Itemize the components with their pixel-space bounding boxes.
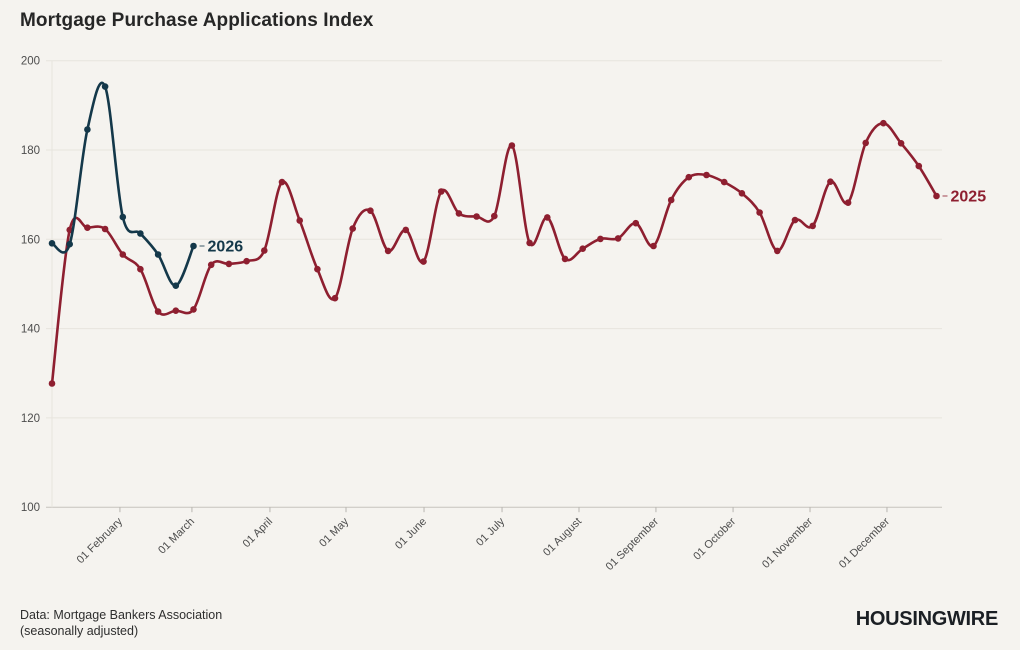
data-point-2025	[314, 265, 321, 273]
data-point-2025	[862, 139, 869, 147]
x-tick-label: 01 February	[75, 515, 126, 566]
data-point-2025	[844, 199, 852, 206]
data-point-2025	[261, 247, 268, 254]
data-point-2025	[632, 219, 640, 227]
series-line-2025	[50, 121, 938, 385]
data-point-2025	[101, 225, 109, 233]
x-tick-label: 01 April	[241, 516, 275, 550]
x-tick-label: 01 October	[691, 515, 738, 562]
data-point-2025	[685, 173, 693, 181]
data-point-2026	[101, 83, 109, 90]
data-point-2025	[756, 209, 763, 216]
data-point-2025	[897, 140, 905, 147]
data-point-2025	[703, 171, 710, 179]
data-point-2025	[296, 217, 304, 224]
data-point-2025	[880, 119, 887, 127]
data-point-2025	[597, 235, 604, 243]
y-tick-label: 100	[21, 502, 40, 514]
data-point-2025	[190, 306, 197, 313]
data-point-2025	[614, 235, 622, 242]
data-point-2025	[349, 225, 357, 232]
series-line-2026	[50, 81, 195, 287]
data-point-2025	[774, 247, 781, 255]
data-point-2025	[544, 214, 551, 221]
data-point-2026	[172, 282, 180, 290]
data-point-2025	[561, 255, 569, 263]
data-point-2025	[154, 308, 162, 315]
data-point-2025	[172, 307, 180, 315]
data-point-2026	[137, 230, 144, 237]
data-point-2025	[225, 260, 233, 268]
data-point-2026	[154, 251, 162, 258]
footer-source-line2: (seasonally adjusted)	[20, 624, 139, 638]
data-point-2025	[402, 226, 410, 234]
data-point-2026	[119, 213, 127, 221]
data-point-2025	[455, 210, 463, 217]
x-tick-label: 01 November	[760, 515, 815, 570]
x-tick-label: 01 August	[541, 516, 584, 559]
data-point-2025	[48, 380, 56, 387]
data-point-2026	[190, 242, 197, 250]
data-point-2025	[667, 196, 675, 204]
data-point-2025	[384, 247, 392, 255]
y-tick-label: 120	[21, 413, 40, 425]
data-point-2025	[84, 224, 91, 231]
data-point-2025	[933, 192, 940, 200]
x-tick-label: 01 June	[393, 516, 429, 552]
y-tick-label: 140	[21, 324, 40, 336]
data-point-2025	[367, 207, 374, 214]
footer-source-line1: Data: Mortgage Bankers Association	[20, 608, 223, 622]
data-point-2025	[137, 265, 144, 273]
data-point-2026	[84, 126, 91, 133]
footer-source: Data: Mortgage Bankers Association (seas…	[20, 607, 222, 639]
series-label-2025: 2025	[951, 188, 987, 205]
data-point-2026	[66, 240, 73, 248]
data-point-2025	[915, 162, 923, 170]
data-point-2025	[420, 258, 427, 265]
housingwire-logo: HOUSINGWIRE	[855, 608, 999, 630]
data-point-2025	[827, 178, 834, 185]
x-tick-label: 01 May	[317, 515, 351, 549]
x-tick-label: 01 July	[474, 515, 507, 548]
data-point-2025	[526, 239, 533, 247]
series-label-2026: 2026	[208, 238, 244, 255]
chart-title: Mortgage Purchase Applications Index	[20, 10, 374, 31]
data-point-2026	[48, 240, 56, 247]
data-point-2025	[791, 216, 799, 224]
data-point-2025	[473, 213, 480, 220]
data-point-2025	[207, 261, 215, 269]
x-tick-label: 01 September	[604, 515, 662, 573]
data-point-2025	[437, 188, 445, 195]
data-point-2025	[491, 212, 498, 220]
data-point-2025	[650, 242, 657, 250]
data-point-2025	[243, 257, 250, 265]
data-point-2025	[508, 142, 516, 149]
data-point-2025	[579, 245, 586, 252]
data-point-2025	[738, 190, 746, 197]
y-tick-label: 200	[21, 56, 40, 68]
data-point-2025	[720, 178, 728, 186]
y-tick-label: 160	[21, 234, 40, 246]
data-point-2025	[278, 178, 286, 186]
data-point-2025	[119, 251, 127, 258]
y-tick-label: 180	[21, 145, 40, 157]
x-tick-label: 01 March	[156, 516, 197, 557]
data-point-2025	[331, 294, 339, 302]
data-point-2025	[809, 222, 816, 230]
x-tick-label: 01 December	[837, 515, 892, 570]
